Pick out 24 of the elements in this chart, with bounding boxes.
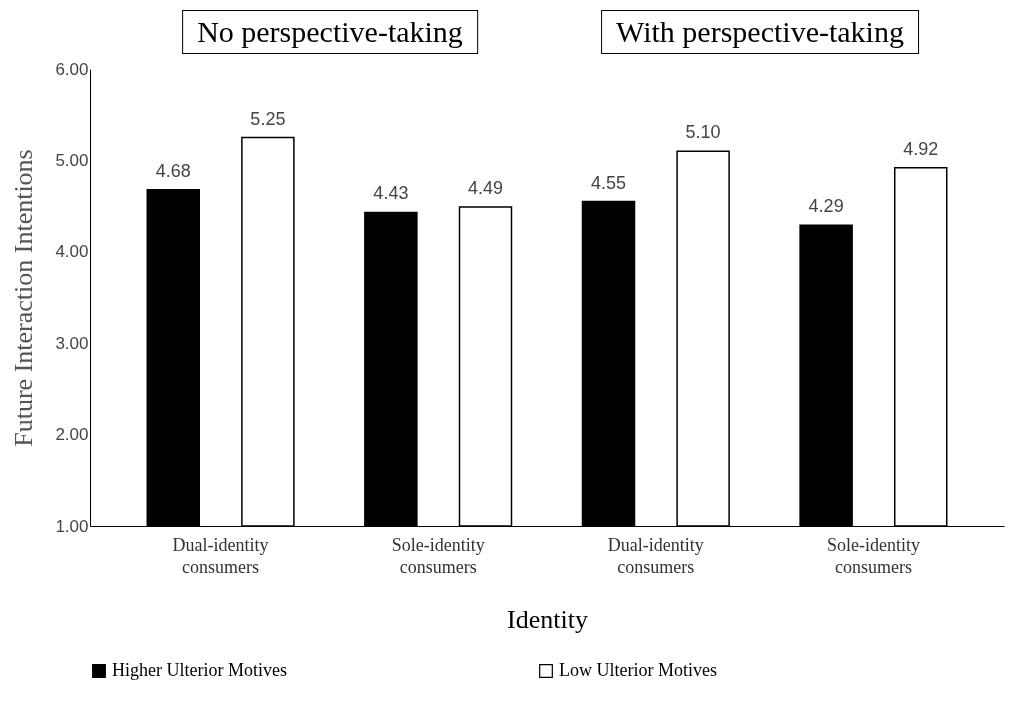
- y-tick-label: 6.00: [55, 59, 89, 79]
- data-label: 5.10: [685, 122, 721, 143]
- data-label: 4.49: [467, 178, 504, 199]
- legend-label: Higher Ulterior Motives: [112, 660, 287, 680]
- data-label: 4.68: [155, 160, 191, 181]
- x-tick-label: Dual-identity consumers: [607, 534, 704, 577]
- x-tick-label: Dual-identity consumers: [172, 534, 269, 577]
- y-tick-label: 4.00: [55, 242, 89, 262]
- data-label: 4.29: [808, 196, 844, 217]
- y-axis-title: Future Interaction Intentions: [9, 149, 39, 447]
- x-axis-title: Identity: [507, 604, 588, 634]
- data-label: 4.92: [903, 138, 939, 159]
- data-label: 5.25: [250, 108, 286, 129]
- y-tick-label: 3.00: [55, 333, 89, 353]
- data-label: 4.55: [590, 172, 627, 193]
- data-label: 4.43: [373, 183, 409, 204]
- x-tick-label: Sole-identity consumers: [826, 534, 920, 577]
- y-tick-label: 2.00: [55, 425, 89, 445]
- x-tick-label: Sole-identity consumers: [391, 534, 485, 577]
- y-tick-label: 1.00: [55, 516, 89, 536]
- text: No perspective-taking: [182, 10, 478, 54]
- y-tick-label: 5.00: [55, 150, 89, 170]
- text: With perspective-taking: [601, 10, 919, 54]
- legend-label: Low Ulterior Motives: [559, 660, 717, 680]
